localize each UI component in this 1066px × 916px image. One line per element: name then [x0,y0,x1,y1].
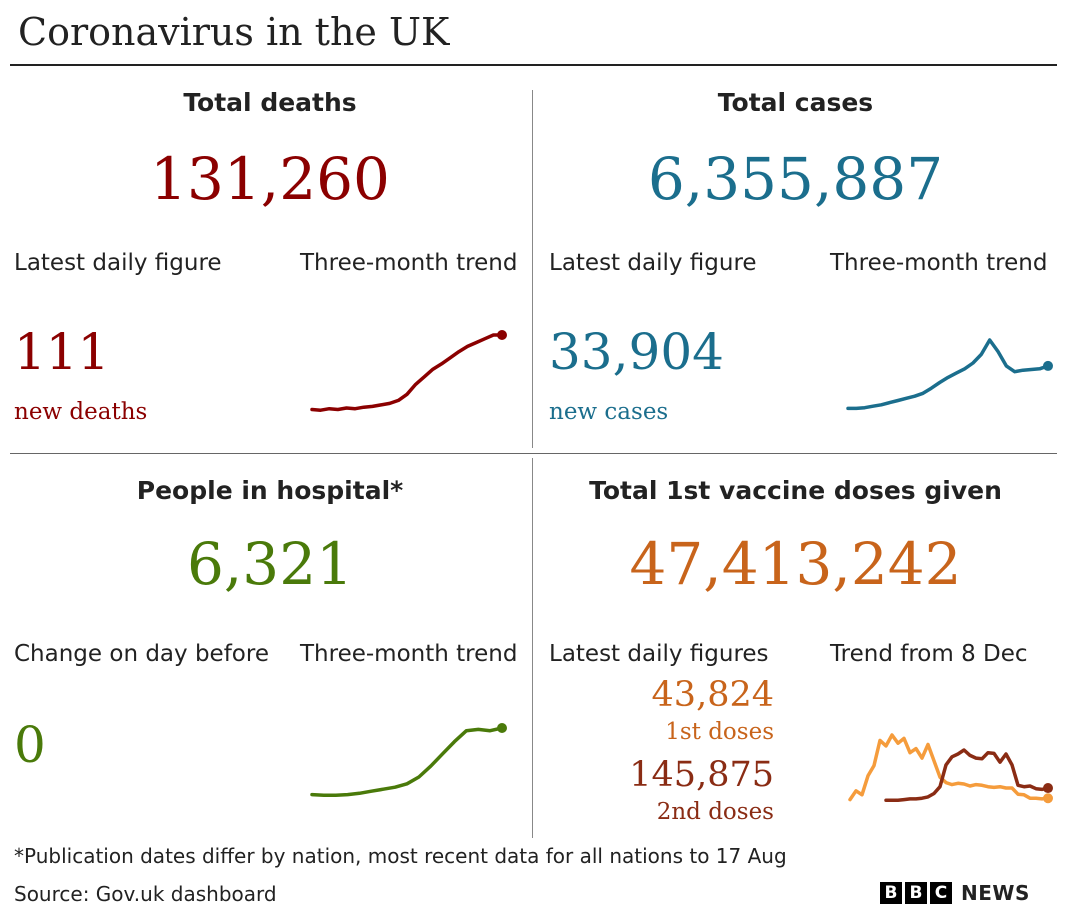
second-doses-value: 145,875 [629,755,774,795]
vaccine-trend-label: Trend from 8 Dec [830,641,1028,667]
bbc-news-logo: B B C NEWS [880,881,1030,905]
cases-total: 6,355,887 [647,145,944,213]
first-doses-value: 43,824 [651,675,774,715]
title-divider [10,64,1057,66]
logo-word: NEWS [961,881,1030,905]
deaths-heading: Total deaths [183,88,357,117]
logo-letter: B [905,882,927,904]
hospital-change-label: Change on day before [14,641,269,667]
deaths-latest-label: Latest daily figure [14,250,222,276]
hospital-heading: People in hospital* [136,476,404,505]
cases-heading: Total cases [717,88,874,117]
vaccine-heading: Total 1st vaccine doses given [589,476,1002,505]
cases-trend-end-dot [1043,360,1053,371]
cases-daily-value: 33,904 [549,323,724,381]
deaths-trend-label: Three-month trend [300,250,518,276]
deaths-total: 131,260 [150,145,390,213]
second-doses-trend-end-dot [1043,783,1053,794]
cases-daily-caption: new cases [549,399,669,425]
vertical-divider-bottom [532,458,533,838]
footnote: *Publication dates differ by nation, mos… [14,844,787,868]
hospital-trend-end-dot [497,723,507,733]
vertical-divider-top [532,90,533,448]
deaths-daily-value: 111 [14,323,110,381]
logo-letter: C [930,882,952,904]
hospital-change-value: 0 [14,716,46,774]
deaths-daily-caption: new deaths [14,399,148,425]
cases-trend-label: Three-month trend [830,250,1048,276]
hospital-total: 6,321 [186,530,354,598]
first-doses-trend-line [848,733,1050,802]
page-title: Coronavirus in the UK [18,10,450,54]
horizontal-divider [10,453,1057,454]
hospital-trend-label: Three-month trend [300,641,518,667]
logo-letter: B [880,882,902,904]
hospital-trend-line [310,726,504,798]
second-doses-caption: 2nd doses [656,799,774,825]
second-doses-trend-line [884,748,1050,803]
deaths-trend-line [310,333,504,412]
first-doses-trend-end-dot [1043,793,1053,804]
vaccine-latest-label: Latest daily figures [549,641,769,667]
cases-latest-label: Latest daily figure [549,250,757,276]
source-text: Source: Gov.uk dashboard [14,882,277,906]
deaths-trend-end-dot [497,330,507,340]
first-doses-caption: 1st doses [665,719,774,745]
cases-trend-line [846,338,1050,411]
vaccine-total: 47,413,242 [629,530,962,598]
